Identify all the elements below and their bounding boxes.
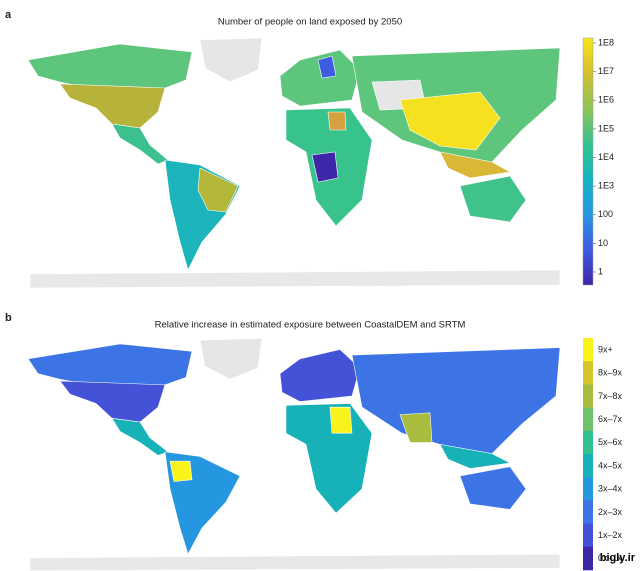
panel-title: Number of people on land exposed by 2050 (218, 17, 402, 28)
tick-label: 1E3 (598, 181, 614, 191)
tick-label: 2x–3x (598, 507, 623, 517)
colorbar-segment (583, 361, 593, 385)
colorbar-segment (583, 477, 593, 501)
tick-label: 1E4 (598, 152, 614, 162)
tick-label: 100 (598, 209, 613, 219)
tick-label: 1 (598, 266, 603, 276)
tick-label: 1E8 (598, 37, 614, 47)
tick-label: 9x+ (598, 344, 613, 354)
tick-label: 5x–6x (598, 437, 623, 447)
map-b (27, 338, 561, 571)
colorbar-segment (583, 546, 593, 571)
panel-title: Relative increase in estimated exposure … (155, 320, 466, 331)
colorbar-segment (583, 407, 593, 432)
tick-label: 1E5 (598, 123, 614, 133)
colorbar-segment (583, 500, 593, 524)
panel-label: b (5, 312, 12, 324)
tick-label: 1x–2x (598, 530, 623, 540)
tick-label: 3x–4x (598, 484, 623, 494)
colorbar-segment (583, 338, 593, 362)
map-a (27, 37, 561, 289)
tick-label: 7x–8x (598, 391, 623, 401)
colorbar-segment (583, 430, 593, 455)
colorbar-segment (583, 454, 593, 478)
colorbar-segment (583, 523, 593, 548)
tick-label: 0x–1x (598, 553, 623, 563)
panel-label: a (5, 9, 12, 21)
colorbar-segment (583, 384, 593, 408)
tick-label: 1E6 (598, 95, 614, 105)
watermark: bigly.ir (600, 552, 636, 564)
tick-label: 6x–7x (598, 414, 623, 424)
colorbar (582, 37, 594, 286)
tick-label: 4x–5x (598, 460, 623, 470)
tick-label: 10 (598, 238, 608, 248)
tick-label: 1E7 (598, 66, 614, 76)
tick-label: 8x–9x (598, 368, 623, 378)
